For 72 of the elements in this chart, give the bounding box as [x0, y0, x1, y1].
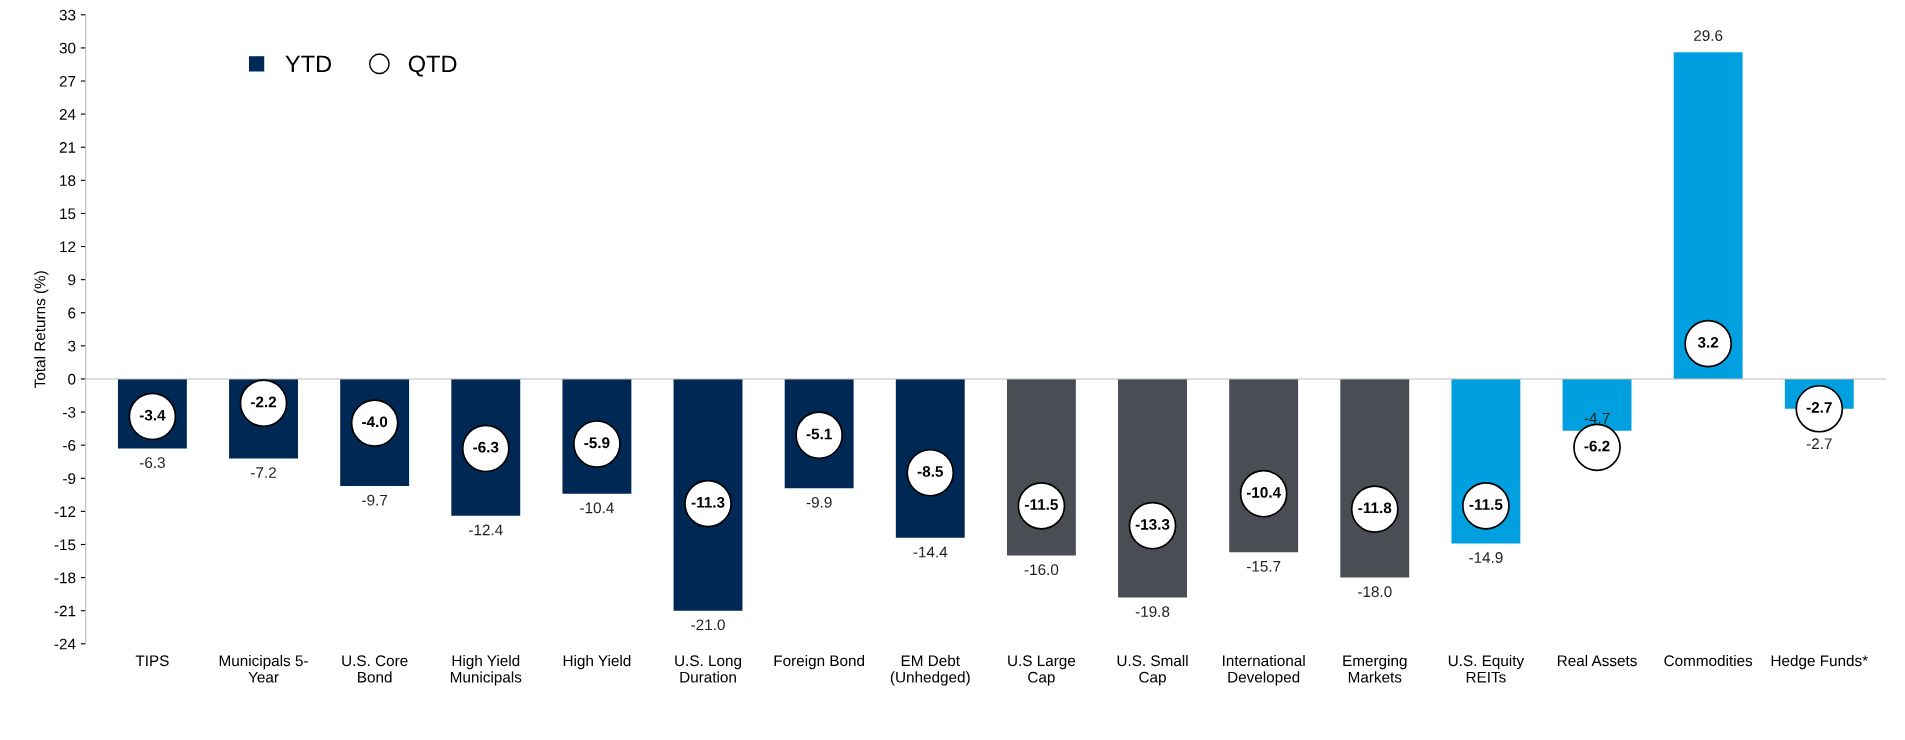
y-tick-label: 30 — [59, 42, 76, 54]
y-tick-label: 6 — [68, 307, 76, 319]
data-label: -14.4 — [913, 546, 948, 558]
x-tick-label: TIPS — [135, 655, 169, 667]
data-label: -11.5 — [1469, 499, 1503, 510]
y-tick-label: -24 — [54, 638, 76, 650]
x-tick-label: Commodities — [1664, 654, 1753, 667]
data-label: -10.4 — [580, 502, 614, 514]
legend-label: YTD — [285, 55, 332, 73]
data-label: -11.5 — [1025, 499, 1058, 510]
x-tick-label: High Yield — [563, 654, 631, 670]
data-label: -2.7 — [1806, 402, 1832, 413]
data-label: -6.3 — [473, 441, 499, 453]
x-tick-label: International Developed — [1223, 654, 1305, 686]
y-tick-label: 12 — [60, 241, 76, 253]
x-tick-label: U.S. Long Duration — [675, 655, 742, 683]
y-tick-label: -21 — [54, 605, 76, 617]
y-tick-label: -9 — [63, 473, 76, 484]
data-label: -6.2 — [1584, 440, 1610, 452]
y-tick-label: -6 — [63, 440, 76, 451]
y-tick-label: 0 — [68, 373, 76, 385]
x-tick-label: Foreign Bond — [774, 654, 865, 670]
y-tick-label: -12 — [54, 506, 76, 517]
data-label: -21.0 — [691, 619, 725, 631]
x-tick-label: Hedge Funds* — [1771, 654, 1868, 670]
data-label: -5.9 — [584, 437, 610, 449]
data-label: -18.0 — [1358, 586, 1392, 598]
y-tick-label: 9 — [68, 274, 76, 286]
data-label: -12.4 — [469, 524, 503, 536]
x-tick-label: U.S. Core Bond — [342, 655, 408, 683]
data-label: -14.9 — [1469, 552, 1503, 563]
y-tick-label: 3 — [68, 340, 76, 352]
data-label: -11.8 — [1358, 502, 1392, 514]
data-label: 3.2 — [1697, 336, 1719, 348]
y-tick-label: 18 — [60, 175, 76, 187]
y-tick-label: 21 — [59, 142, 76, 153]
data-label: -13.3 — [1135, 519, 1170, 530]
x-tick-label: EM Debt (Unhedged) — [890, 654, 970, 686]
data-label: -2.7 — [1806, 438, 1832, 449]
data-label: 29.6 — [1694, 30, 1723, 41]
x-tick-label: Municipals 5- Year — [219, 654, 308, 683]
x-tick-label: U.S. Small Cap — [1117, 654, 1188, 686]
point — [1684, 319, 1733, 368]
x-tick-label: U.S. Equity REITs — [1448, 654, 1525, 683]
y-tick-label: 27 — [59, 75, 76, 87]
data-label: -3.4 — [139, 409, 166, 421]
data-label: -8.5 — [917, 466, 944, 477]
y-tick-label: -18 — [54, 572, 76, 584]
y-tick-label: 15 — [60, 208, 76, 220]
x-tick-label: Emerging Markets — [1343, 654, 1407, 683]
legend-label: QTD — [408, 55, 457, 77]
y-tick-label: -3 — [63, 406, 76, 418]
data-label: -6.3 — [139, 457, 165, 469]
y-axis-title: Total Returns (%) — [34, 271, 49, 388]
data-label: -4.0 — [362, 416, 388, 428]
x-tick-label: U.S Large Cap — [1008, 655, 1076, 686]
data-label: -9.9 — [806, 496, 832, 508]
data-label: -11.3 — [691, 496, 725, 508]
data-label: -4.7 — [1584, 412, 1610, 424]
y-tick-label: -15 — [54, 539, 76, 551]
data-label: -19.8 — [1135, 606, 1170, 618]
y-tick-label: 24 — [59, 108, 76, 120]
data-label: -9.7 — [362, 494, 388, 506]
data-label: -7.2 — [251, 467, 276, 478]
data-label: -10.4 — [1246, 487, 1281, 498]
data-label: -5.1 — [806, 428, 832, 440]
data-label: -2.2 — [250, 396, 277, 408]
data-label: -16.0 — [1024, 564, 1059, 576]
y-tick-label: 33 — [59, 9, 76, 21]
x-tick-label: High Yield Municipals — [450, 654, 522, 686]
x-tick-label: Real Assets — [1557, 654, 1637, 667]
data-label: -15.7 — [1246, 561, 1281, 572]
